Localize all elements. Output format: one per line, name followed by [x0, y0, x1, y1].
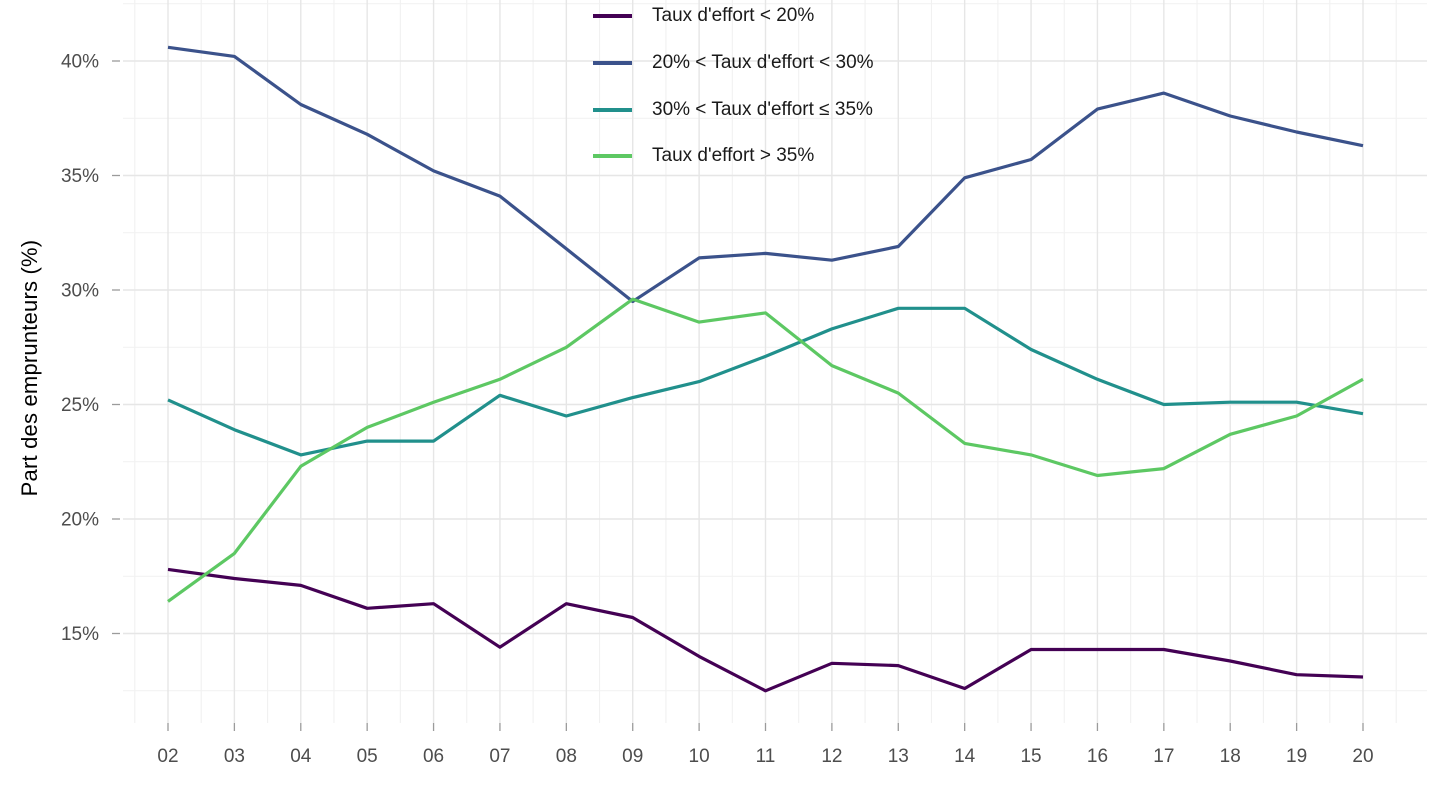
legend-key-line-icon: [593, 14, 632, 18]
y-tick-label: 15%: [61, 624, 99, 645]
x-tick-label: 10: [689, 746, 710, 767]
x-tick-label: 13: [888, 746, 909, 767]
x-tick-label: 19: [1286, 746, 1307, 767]
x-tick-label: 02: [157, 746, 178, 767]
x-tick-label: 17: [1153, 746, 1174, 767]
x-tick-label: 09: [622, 746, 643, 767]
y-tick-label: 40%: [61, 52, 99, 73]
series-line: [167, 45, 1364, 304]
y-tick-label: 25%: [61, 395, 99, 416]
legend-key-line-icon: [593, 61, 632, 65]
series-line: [167, 306, 1364, 457]
x-tick-label: 04: [290, 746, 312, 767]
series-line: [167, 297, 1364, 603]
x-tick-label: 05: [357, 746, 378, 767]
x-tick-label: 07: [489, 746, 510, 767]
y-tick-label: 20%: [61, 510, 99, 531]
legend-key-line-icon: [593, 154, 632, 158]
legend-entry: Taux d'effort < 20%: [593, 3, 814, 29]
x-tick-label: 06: [423, 746, 444, 767]
legend-label: Taux d'effort < 20%: [652, 5, 815, 26]
legend-entry: 20% < Taux d'effort < 30%: [593, 50, 874, 76]
x-tick-label: 11: [756, 746, 776, 767]
x-tick-label: 20: [1352, 746, 1373, 767]
x-tick-label: 15: [1020, 746, 1041, 767]
x-tick-label: 08: [556, 746, 577, 767]
x-tick-label: 16: [1087, 746, 1108, 767]
x-tick-label: 03: [224, 746, 245, 767]
y-tick-label: 35%: [61, 166, 99, 187]
legend-label: 20% < Taux d'effort < 30%: [652, 52, 874, 73]
y-tick-label: 30%: [61, 281, 99, 302]
legend-key-line-icon: [593, 108, 632, 112]
x-tick-label: 12: [821, 746, 842, 767]
legend-label: 30% < Taux d'effort ≤ 35%: [652, 99, 873, 120]
legend-entry: 30% < Taux d'effort ≤ 35%: [593, 97, 873, 123]
legend-entry: Taux d'effort > 35%: [593, 143, 814, 169]
x-tick-label: 14: [954, 746, 976, 767]
series-line: [167, 567, 1364, 693]
x-tick-label: 18: [1220, 746, 1241, 767]
legend-label: Taux d'effort > 35%: [652, 145, 815, 166]
y-axis-title: Part des emprunteurs (%): [17, 239, 42, 497]
